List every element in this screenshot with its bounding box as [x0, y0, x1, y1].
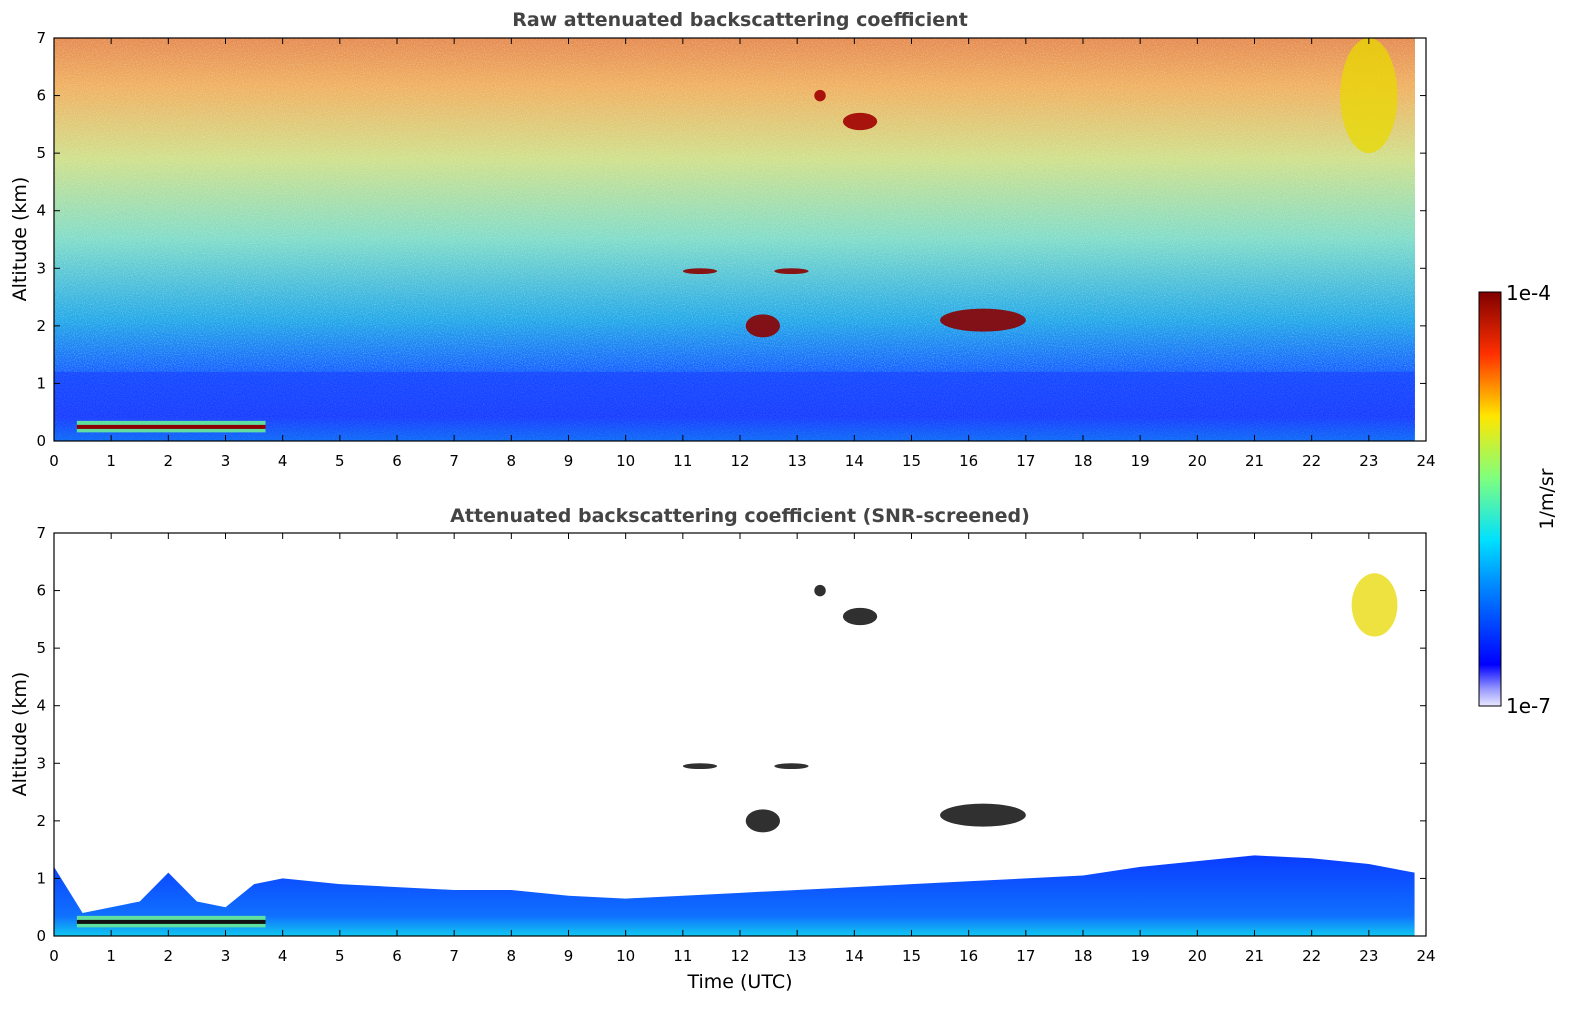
x-tick-label: 5 — [335, 452, 345, 470]
x-tick-label: 18 — [1073, 452, 1092, 470]
x-tick-label: 16 — [959, 947, 978, 965]
y-tick-label: 6 — [36, 87, 46, 105]
y-tick-label: 2 — [36, 812, 46, 830]
cloud-feature — [745, 809, 781, 833]
x-tick-label: 14 — [845, 452, 864, 470]
y-axis-label: Altitude (km) — [9, 177, 31, 302]
y-tick-label: 5 — [36, 639, 46, 657]
y-tick-label: 5 — [36, 144, 46, 162]
cloud-feature — [774, 763, 809, 770]
low-cloud-layer — [76, 919, 266, 924]
snr-screened-panel: 0 1 2 3 4 5 6 7 8 9 10 11 12 13 14 15 16 17 18 19 20 21 22 23 24… — [9, 505, 1436, 993]
boundary-layer-region — [54, 855, 1415, 936]
boundary-layer-region — [54, 371, 1415, 441]
x-tick-label: 2 — [164, 947, 174, 965]
x-tick-label: 23 — [1359, 452, 1378, 470]
x-tick-label: 6 — [392, 947, 402, 965]
x-tick-label: 4 — [278, 947, 288, 965]
y-tick-label: 0 — [36, 432, 46, 450]
x-tick-label: 14 — [845, 947, 864, 965]
high-cloud-feature — [814, 89, 826, 102]
x-tick-label: 4 — [278, 452, 288, 470]
x-tick-label: 20 — [1188, 947, 1207, 965]
cirrus-feature — [1340, 38, 1398, 154]
low-cloud-layer — [76, 424, 266, 429]
y-tick-label: 1 — [36, 869, 46, 887]
y-tick-label: 6 — [36, 582, 46, 600]
x-tick-label: 9 — [564, 947, 574, 965]
cloud-feature — [682, 268, 718, 275]
x-tick-label: 19 — [1131, 452, 1150, 470]
x-tick-label: 24 — [1416, 947, 1435, 965]
x-tick-label: 17 — [1016, 452, 1035, 470]
x-tick-label: 22 — [1302, 947, 1321, 965]
x-tick-label: 24 — [1416, 452, 1435, 470]
x-tick-label: 13 — [788, 947, 807, 965]
x-tick-label: 11 — [673, 947, 692, 965]
x-tick-label: 19 — [1131, 947, 1150, 965]
x-tick-label: 16 — [959, 452, 978, 470]
colorbar: 1e-4 1e-7 1/m/sr — [1478, 281, 1558, 718]
y-tick-label: 3 — [36, 259, 46, 277]
x-tick-label: 3 — [221, 947, 231, 965]
x-tick-label: 7 — [449, 947, 459, 965]
chart-title: Attenuated backscattering coefficient (S… — [450, 505, 1030, 527]
y-tick-label: 4 — [36, 697, 46, 715]
x-tick-label: 22 — [1302, 452, 1321, 470]
x-tick-label: 6 — [392, 452, 402, 470]
x-tick-label: 15 — [902, 947, 921, 965]
y-tick-label: 3 — [36, 754, 46, 772]
colorbar-gradient — [1478, 291, 1502, 707]
y-axis-label: Altitude (km) — [9, 672, 31, 797]
high-cloud-feature — [842, 112, 878, 131]
cloud-feature — [774, 268, 809, 275]
raw-backscatter-panel: 0 1 2 3 4 5 6 7 8 9 10 11 12 13 14 15 16 17 18 19 20 21 22 23 24… — [9, 9, 1436, 470]
x-tick-label: 12 — [730, 452, 749, 470]
x-tick-label: 3 — [221, 452, 231, 470]
x-tick-label: 10 — [616, 947, 635, 965]
y-tick-label: 1 — [36, 374, 46, 392]
cloud-feature — [940, 803, 1026, 827]
high-cloud-feature — [842, 607, 878, 626]
cloud-feature — [682, 763, 718, 770]
x-tick-label: 13 — [788, 452, 807, 470]
x-tick-label: 2 — [164, 452, 174, 470]
x-tick-label: 12 — [730, 947, 749, 965]
x-tick-label: 5 — [335, 947, 345, 965]
x-tick-label: 0 — [49, 452, 59, 470]
x-tick-label: 21 — [1245, 452, 1264, 470]
x-tick-label: 15 — [902, 452, 921, 470]
y-tick-label: 7 — [36, 29, 46, 47]
colorbar-max-label: 1e-4 — [1506, 281, 1551, 305]
x-tick-label: 11 — [673, 452, 692, 470]
x-tick-label: 9 — [564, 452, 574, 470]
colorbar-unit-label: 1/m/sr — [1536, 468, 1558, 529]
x-tick-label: 8 — [507, 947, 517, 965]
x-tick-label: 17 — [1016, 947, 1035, 965]
y-tick-label: 4 — [36, 202, 46, 220]
x-tick-label: 8 — [507, 452, 517, 470]
high-cloud-feature — [814, 584, 826, 597]
cloud-feature — [745, 314, 781, 338]
x-tick-label: 23 — [1359, 947, 1378, 965]
x-tick-label: 0 — [49, 947, 59, 965]
x-tick-label: 1 — [106, 452, 116, 470]
colorbar-min-label: 1e-7 — [1506, 694, 1551, 718]
x-tick-label: 20 — [1188, 452, 1207, 470]
x-tick-label: 21 — [1245, 947, 1264, 965]
y-tick-label: 0 — [36, 927, 46, 945]
x-tick-label: 18 — [1073, 947, 1092, 965]
cloud-feature — [940, 308, 1026, 332]
y-tick-label: 2 — [36, 317, 46, 335]
cirrus-feature — [1351, 573, 1398, 637]
x-tick-label: 7 — [449, 452, 459, 470]
x-axis-label: Time (UTC) — [686, 971, 792, 993]
x-tick-label: 1 — [106, 947, 116, 965]
y-tick-label: 7 — [36, 524, 46, 542]
chart-title: Raw attenuated backscattering coefficien… — [512, 9, 968, 31]
x-tick-label: 10 — [616, 452, 635, 470]
